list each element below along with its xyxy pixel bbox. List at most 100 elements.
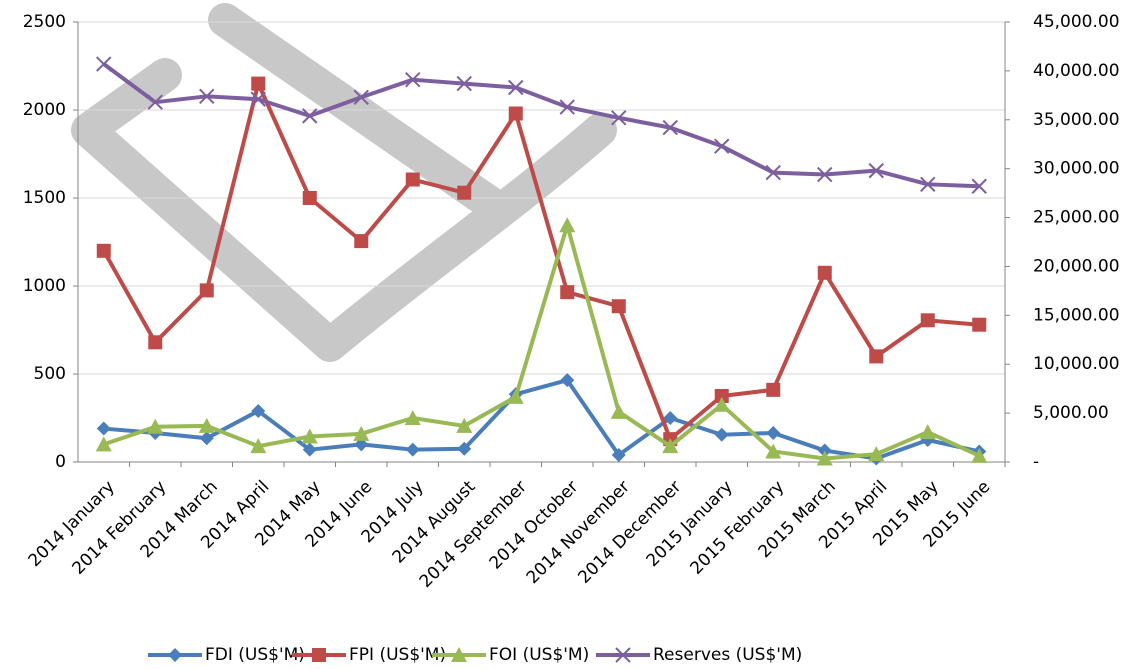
legend-label: FDI (US$'M) [205, 645, 305, 665]
y-tick-label: 1000 [23, 276, 66, 296]
marker [560, 285, 575, 300]
marker [353, 89, 369, 105]
marker [714, 138, 730, 154]
marker [611, 447, 626, 462]
marker [766, 382, 781, 397]
marker [302, 191, 317, 205]
marker [96, 421, 111, 436]
marker [765, 443, 782, 459]
marker [405, 71, 421, 88]
x-tick-label: 2015 February [686, 477, 788, 579]
marker [817, 265, 832, 280]
marker [714, 389, 729, 403]
y2-tick-label: - [1033, 452, 1039, 472]
marker [96, 56, 112, 72]
marker [919, 424, 936, 440]
y-tick-label: 0 [55, 452, 66, 472]
marker [148, 335, 163, 350]
marker [714, 427, 729, 442]
legend-label: FPI (US$'M) [349, 645, 446, 665]
marker [301, 428, 318, 444]
marker [147, 418, 164, 434]
marker [405, 442, 420, 457]
marker [611, 299, 626, 314]
y2-tick-label: 15,000.00 [1033, 305, 1120, 325]
marker [766, 425, 781, 440]
marker [456, 75, 472, 92]
marker [662, 438, 679, 454]
marker [95, 436, 112, 452]
y2-tick-label: 30,000.00 [1033, 159, 1120, 179]
y2-tick-label: 5,000.00 [1033, 403, 1109, 423]
marker [251, 403, 266, 418]
marker [662, 119, 678, 136]
y-tick-label: 1500 [23, 188, 66, 208]
y-tick-label: 2500 [23, 12, 66, 32]
marker [199, 283, 214, 298]
series-line [102, 62, 980, 189]
marker [610, 403, 627, 419]
y2-tick-label: 45,000.00 [1033, 12, 1120, 32]
marker [199, 431, 214, 446]
marker [508, 79, 524, 96]
marker [611, 110, 627, 126]
series-line [103, 223, 981, 461]
marker [354, 234, 369, 249]
marker [971, 178, 987, 194]
marker [353, 425, 370, 441]
marker [354, 437, 369, 452]
marker [96, 243, 111, 258]
marker [302, 442, 317, 457]
x-tick-label: 2014 January [25, 477, 119, 571]
marker [868, 162, 884, 179]
marker [972, 317, 987, 332]
legend-marker [312, 648, 326, 662]
marker [147, 94, 163, 110]
marker [971, 447, 988, 463]
marker [816, 450, 833, 466]
legend-marker [615, 647, 631, 663]
marker [817, 166, 833, 183]
series-line [102, 81, 980, 442]
marker [713, 396, 730, 412]
marker [457, 441, 472, 456]
y-tick-label: 2000 [23, 100, 66, 120]
marker [559, 99, 575, 115]
marker [765, 164, 781, 181]
marker [250, 438, 267, 454]
marker [920, 176, 936, 193]
y2-tick-label: 10,000.00 [1033, 354, 1120, 374]
marker [250, 91, 266, 107]
marker [663, 411, 678, 425]
marker [199, 88, 215, 105]
marker [507, 388, 524, 404]
marker [405, 172, 420, 187]
x-tick-label: 2014 February [68, 477, 170, 579]
legend-label: Reserves (US$'M) [653, 645, 802, 665]
legend-marker [451, 647, 467, 662]
marker [456, 417, 473, 433]
x-tick-label: 2014 October [486, 477, 583, 574]
marker [198, 417, 215, 433]
marker [868, 446, 885, 462]
series-line [103, 378, 980, 461]
y2-tick-label: 20,000.00 [1033, 256, 1120, 276]
legend-marker [168, 648, 182, 662]
marker [508, 106, 523, 121]
marker [920, 313, 935, 328]
watermark [71, 3, 617, 362]
y2-tick-label: 40,000.00 [1033, 61, 1120, 81]
y-tick-label: 500 [34, 364, 66, 384]
marker [404, 410, 421, 425]
marker [457, 185, 472, 200]
marker [560, 373, 575, 388]
marker [559, 217, 576, 233]
y2-tick-label: 25,000.00 [1033, 208, 1120, 228]
marker [302, 108, 318, 124]
legend-label: FOI (US$'M) [489, 645, 589, 665]
marker [869, 349, 884, 364]
y2-tick-label: 35,000.00 [1033, 110, 1120, 130]
marker [251, 76, 266, 91]
